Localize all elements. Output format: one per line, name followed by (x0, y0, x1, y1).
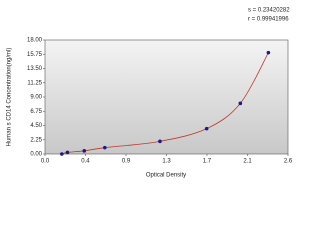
x-tick-label: 2.6 (284, 159, 293, 165)
plot-area (44, 39, 289, 155)
annotation: s = 0.23420282 (248, 8, 290, 14)
data-point (158, 139, 162, 144)
data-point (82, 149, 87, 153)
x-tick-label: 0.4 (81, 159, 90, 165)
y-tick-label: 4.50 (30, 123, 42, 129)
y-tick-label: 11.25 (27, 80, 42, 86)
data-point (204, 126, 209, 131)
y-tick-label: 6.75 (30, 109, 42, 115)
x-axis-label: Optical Density (146, 173, 186, 179)
data-point (238, 101, 243, 106)
x-tick-label: 0.9 (122, 159, 131, 165)
x-tick-label: 1.3 (162, 159, 171, 165)
x-tick-label: 2.1 (243, 159, 252, 165)
chart: s = 0.23420282 r = 0.99941996 Optical De… (7, 8, 293, 179)
y-axis-label: Human s CD14 Concentration(ng/ml) (7, 48, 13, 147)
data-point (65, 150, 70, 155)
data-point (103, 145, 107, 150)
y-tick-label: 9.00 (30, 95, 42, 101)
data-point (60, 152, 64, 156)
y-tick-label: 15.75 (27, 52, 43, 58)
y-tick-label: 18.00 (27, 38, 43, 44)
y-tick-label: 13.50 (27, 66, 43, 72)
data-point (266, 50, 271, 55)
y-tick-label: 2.25 (30, 137, 42, 143)
annotation: r = 0.99941996 (248, 17, 289, 23)
y-tick-label: 0.00 (30, 152, 42, 158)
x-tick-label: 0.0 (41, 159, 50, 165)
x-tick-label: 1.7 (203, 159, 212, 165)
